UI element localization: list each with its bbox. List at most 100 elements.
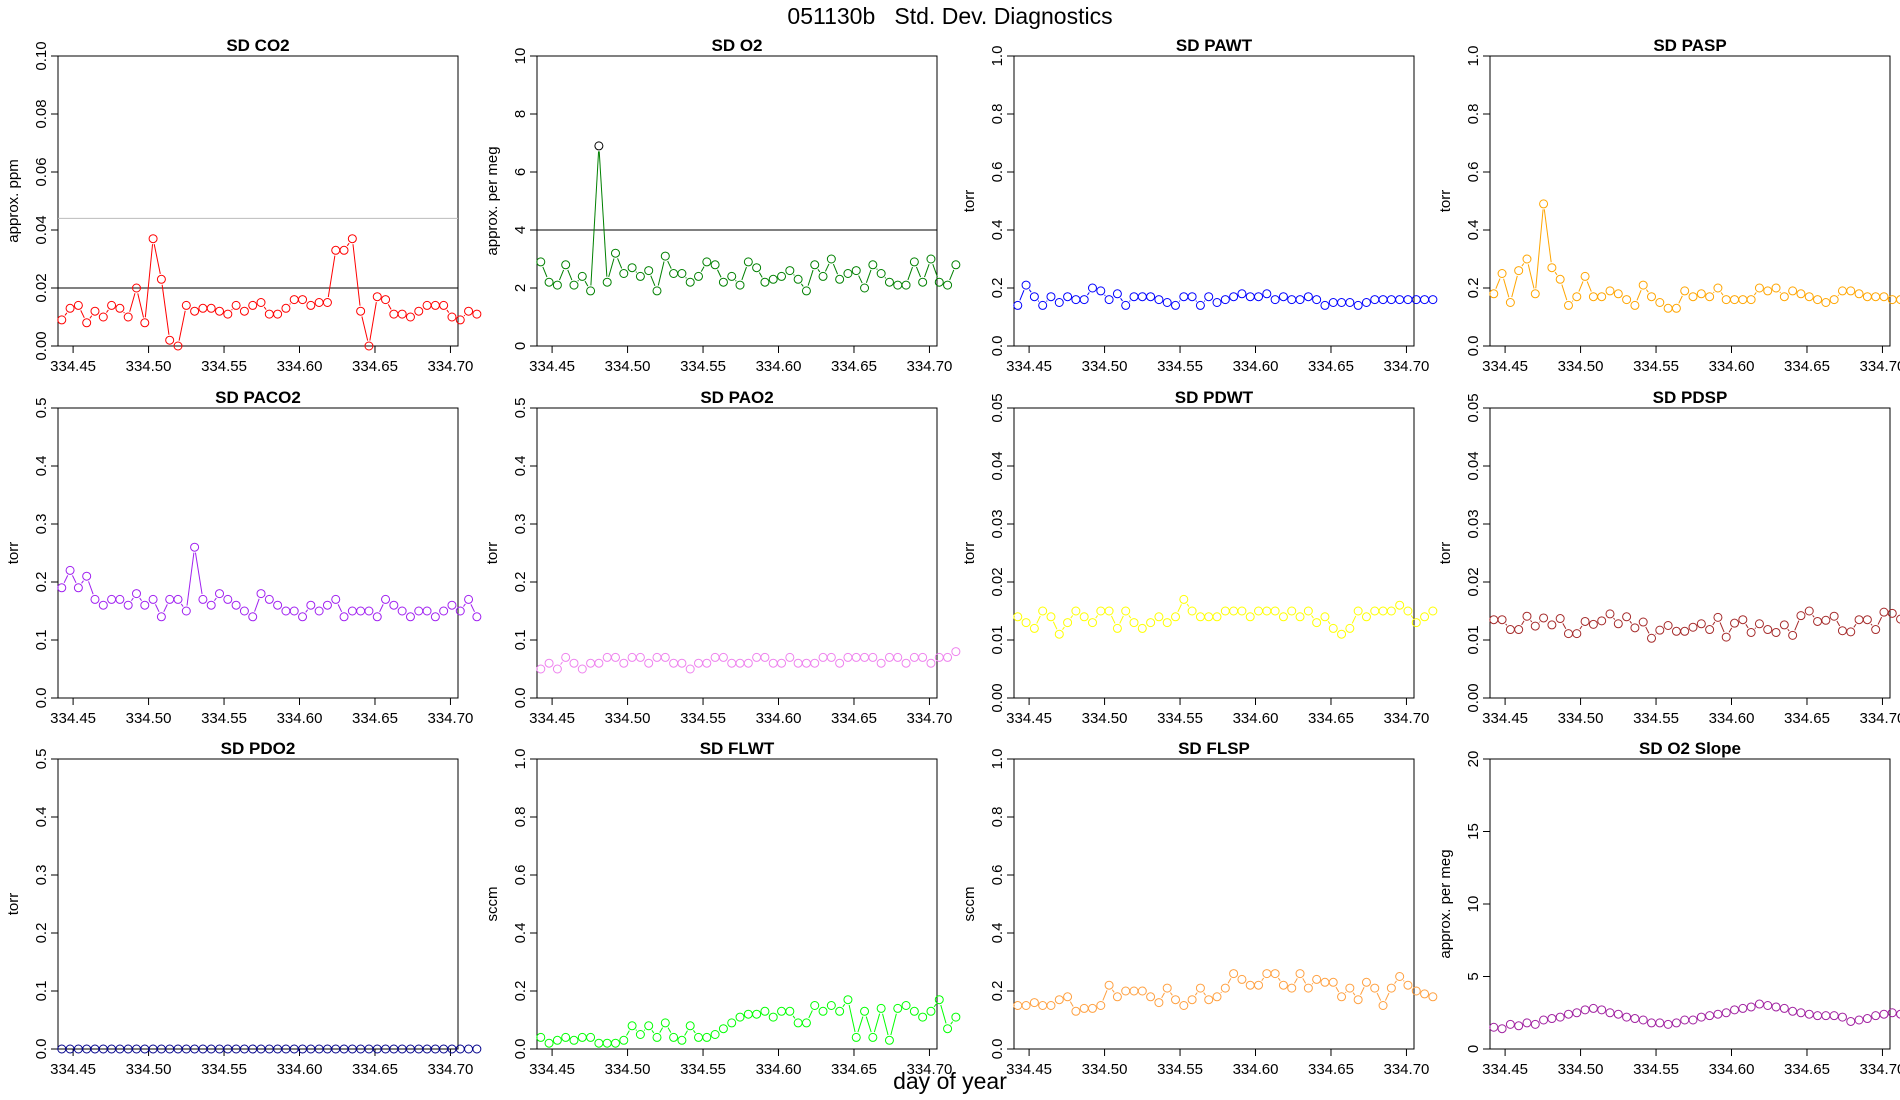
series-segment	[352, 244, 361, 306]
data-point	[818, 1006, 828, 1016]
data-point	[1563, 1009, 1573, 1019]
data-point	[1638, 280, 1648, 290]
series-segment	[289, 303, 291, 305]
data-point	[1647, 633, 1657, 643]
data-point	[926, 254, 936, 264]
data-point	[1696, 289, 1706, 299]
data-point	[1489, 615, 1499, 625]
data-point	[1813, 1011, 1823, 1021]
series-segment	[1571, 300, 1574, 302]
x-tick-label: 334.65	[352, 710, 398, 727]
y-axis-label: torr	[5, 542, 22, 565]
series-segment	[1877, 616, 1883, 625]
data-point	[1087, 283, 1097, 293]
data-point	[718, 652, 728, 662]
y-tick-label: 0.4	[1465, 220, 1482, 241]
data-point	[1395, 295, 1405, 305]
data-point	[768, 1012, 778, 1022]
series-segment	[1128, 615, 1132, 619]
data-point	[644, 658, 654, 668]
data-point	[1345, 298, 1355, 307]
series-segment	[817, 268, 821, 273]
data-point	[1522, 1018, 1532, 1028]
series-segment	[1102, 990, 1108, 1001]
data-point	[586, 1032, 596, 1042]
series-segment	[1495, 278, 1501, 289]
data-point	[901, 658, 911, 668]
series-segment	[915, 266, 922, 278]
data-point	[884, 277, 894, 287]
y-tick-label: 8	[512, 110, 529, 118]
x-tick-label: 334.55	[1633, 710, 1679, 727]
data-point	[860, 652, 870, 662]
series-segment	[848, 1004, 856, 1033]
data-point	[1154, 295, 1164, 305]
data-point	[1688, 622, 1698, 632]
series-segment	[63, 575, 69, 584]
series-segment	[71, 575, 77, 584]
data-point	[1204, 292, 1214, 302]
data-point	[760, 1006, 770, 1016]
data-point	[926, 658, 936, 668]
series-segment	[884, 277, 887, 279]
y-axis-label: approx. ppm	[5, 159, 22, 242]
data-point	[422, 606, 432, 616]
data-point	[439, 300, 449, 310]
series-segment	[130, 597, 134, 602]
data-point	[1555, 274, 1565, 284]
series-segment	[346, 242, 350, 247]
data-point	[1129, 618, 1139, 628]
y-tick-label: 0.8	[989, 104, 1006, 125]
series-segment	[657, 261, 665, 286]
panel-title: SD O2 Slope	[1639, 739, 1741, 758]
data-point	[594, 1038, 604, 1048]
x-tick-label: 334.55	[680, 1061, 726, 1078]
series-segment	[180, 603, 184, 607]
data-point	[610, 652, 620, 662]
x-tick-label: 334.55	[201, 358, 247, 375]
data-point	[536, 257, 546, 267]
data-point	[710, 652, 720, 662]
data-point	[1738, 295, 1748, 305]
y-tick-label: 0.4	[33, 807, 50, 828]
data-point	[115, 594, 125, 604]
data-point	[1896, 295, 1900, 305]
data-point	[1303, 983, 1313, 993]
x-tick-label: 334.65	[1308, 358, 1354, 375]
x-tick-label: 334.50	[1558, 710, 1604, 727]
data-point	[1547, 263, 1557, 273]
data-point	[1580, 1005, 1590, 1015]
data-point	[835, 274, 845, 284]
series-segment	[1384, 992, 1390, 1001]
data-point	[1647, 1018, 1657, 1028]
data-point	[1705, 625, 1715, 635]
x-tick-label: 334.45	[1006, 358, 1052, 375]
data-point	[298, 612, 308, 622]
data-point	[569, 1035, 579, 1045]
data-point	[1071, 295, 1081, 305]
series-segment	[1294, 978, 1298, 984]
series-segment	[1562, 623, 1567, 630]
data-point	[331, 245, 341, 255]
data-point	[1547, 620, 1557, 630]
data-point	[1312, 974, 1322, 984]
series-segment	[1613, 617, 1616, 620]
series-segment	[876, 268, 878, 270]
data-point	[1680, 1015, 1690, 1025]
y-tick-label: 0.00	[1465, 683, 1482, 712]
data-point	[1588, 292, 1598, 302]
series-segment	[123, 311, 125, 314]
series-segment	[558, 269, 565, 281]
data-point	[1505, 625, 1515, 635]
data-point	[627, 1021, 637, 1031]
data-point	[1411, 295, 1421, 305]
data-point	[231, 600, 241, 610]
data-point	[1563, 300, 1573, 310]
y-tick-label: 0.00	[33, 331, 50, 360]
y-tick-label: 0.2	[989, 278, 1006, 299]
series-segment	[832, 263, 839, 275]
data-point	[1796, 611, 1806, 621]
data-point	[893, 652, 903, 662]
data-point	[1705, 292, 1715, 302]
series-segment	[1812, 614, 1815, 618]
